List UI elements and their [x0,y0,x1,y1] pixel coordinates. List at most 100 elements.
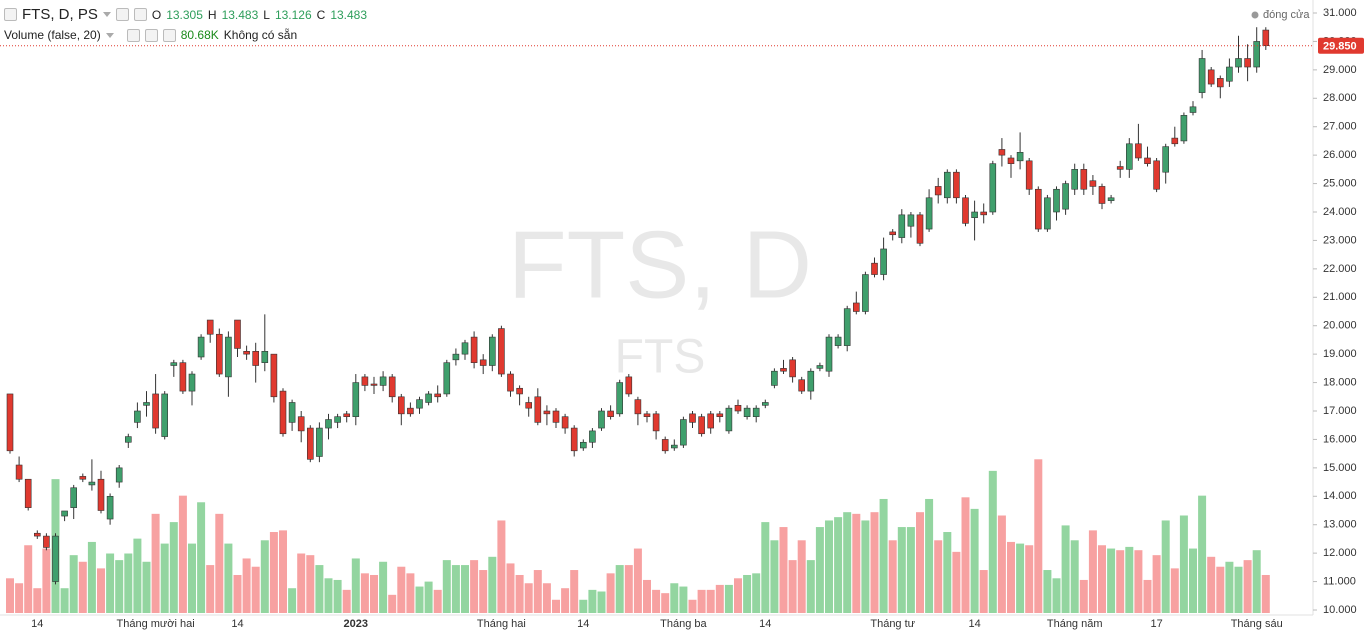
candle-body [852,302,860,312]
volume-bar [479,570,488,613]
candle-body [725,407,733,432]
candle-body [598,410,605,429]
candle-body [980,211,988,216]
candle-body [907,214,915,227]
candle-body [507,373,514,392]
candle-body [197,336,205,358]
watermark: FTS, D [508,211,812,318]
y-tick-label: 11.000 [1323,575,1356,587]
x-tick-label: 14 [231,618,243,630]
candle-body [407,407,414,415]
candle-body [61,510,68,517]
volume-bar [1043,570,1052,613]
volume-bar [1243,560,1252,613]
volume-bar [424,581,433,613]
eye-icon[interactable] [126,28,140,42]
volume-bar [561,588,570,613]
volume-bar [1088,530,1097,613]
volume-bar [879,498,888,613]
volume-bar [1125,546,1134,613]
candle-body [825,336,833,372]
candle-body [179,362,187,392]
y-tick-label: 21.000 [1323,291,1357,303]
volume-bar [124,553,133,613]
x-tick-label: Tháng năm [1047,618,1103,630]
candle-body [579,441,587,449]
volume-bar [24,545,33,613]
candle-body [689,413,696,423]
candle-body [752,407,760,417]
candle-body [370,383,378,386]
volume-bar [333,579,342,613]
eye-icon[interactable] [115,8,129,21]
volume-bar [779,527,788,613]
candle-body [807,370,815,392]
candle-body [871,262,878,275]
caret[interactable] [105,32,114,38]
candle-body [652,413,660,432]
candle-body [6,393,14,452]
candle-body [989,163,997,213]
candle-body [1162,146,1169,173]
volume-bar [206,565,215,613]
x-tick-label: Tháng sáu [1231,618,1283,630]
y-tick-label: 20.000 [1323,320,1357,332]
volume-bar [1252,550,1261,613]
volume-bar [33,588,42,613]
volume-bar [633,548,642,613]
candle-body [998,149,1006,156]
caret[interactable] [102,12,111,17]
x-tick-label: 17 [1150,618,1162,630]
candle-body [52,535,59,582]
volume-bar [715,584,724,613]
candle-body [1198,58,1206,93]
volume-bar [397,566,406,613]
volume-bar [943,532,952,613]
volume-bar [615,565,624,613]
volume-value: 80.68K [180,28,219,42]
volume-bar [215,513,224,613]
candle-body [225,336,232,378]
y-tick-label: 12.000 [1323,547,1357,559]
volume-bar [979,570,988,613]
volume-bar [679,586,688,613]
volume-bar [360,573,369,613]
close-icon[interactable] [162,28,176,42]
candle-body [352,382,360,417]
candle-body [1007,157,1015,164]
candle-body [761,402,769,406]
volume-bar [606,573,615,613]
l-value: 13.126 [274,7,312,22]
candle-body [1016,152,1024,162]
volume-bar [188,543,196,613]
volume-bar [115,560,124,613]
volume-bar [1161,520,1170,613]
candle-body [1062,183,1069,210]
volume-bar [970,508,979,613]
volume-bar [770,540,779,613]
candle-body [443,362,451,395]
candle-body [452,353,460,361]
candle-body [525,402,533,409]
candle-body [971,211,978,218]
candle-body [1080,169,1088,190]
collapse-icon[interactable] [4,8,17,21]
volume-bar [1216,566,1225,613]
candle-body [125,436,132,443]
candle-body [1217,78,1224,88]
candle-body [771,370,778,386]
candle-body [261,350,269,363]
volume-bar [1152,555,1161,613]
l-label: L [263,7,270,22]
candle-body [316,427,323,457]
settings-icon[interactable] [144,28,158,42]
candle-body [279,390,287,435]
candle-body [561,416,569,429]
volume-bar [661,593,670,613]
volume-bar [297,553,306,613]
candle-body [1044,197,1051,230]
settings-icon[interactable] [133,8,147,21]
x-tick-label: Tháng ba [660,618,707,630]
volume-bar [1007,541,1015,613]
